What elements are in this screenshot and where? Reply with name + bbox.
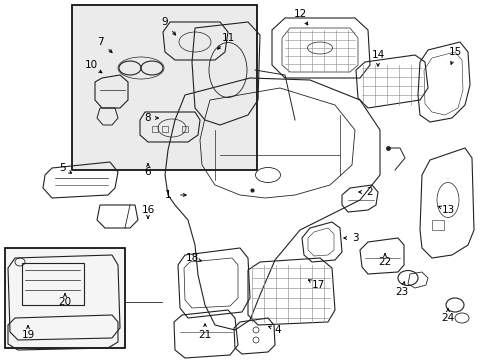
Text: 4: 4 [274, 325, 281, 335]
Text: 19: 19 [21, 330, 35, 340]
Text: 1: 1 [164, 190, 171, 200]
Text: 15: 15 [447, 47, 461, 57]
Text: 22: 22 [378, 257, 391, 267]
Text: 21: 21 [198, 330, 211, 340]
Text: 3: 3 [351, 233, 358, 243]
Text: 23: 23 [395, 287, 408, 297]
Bar [182, 126, 187, 132]
Text: 8: 8 [144, 113, 151, 123]
Text: 24: 24 [441, 313, 454, 323]
Bar [5, 248, 125, 348]
Bar [431, 220, 443, 230]
Text: 5: 5 [59, 163, 65, 173]
Text: 9: 9 [162, 17, 168, 27]
Text: 14: 14 [370, 50, 384, 60]
Text: 2: 2 [366, 187, 372, 197]
Bar [72, 5, 257, 170]
Text: 13: 13 [441, 205, 454, 215]
Bar [152, 126, 158, 132]
Text: 20: 20 [59, 297, 71, 307]
Text: 17: 17 [311, 280, 324, 290]
Text: 18: 18 [185, 253, 198, 263]
Text: 16: 16 [141, 205, 154, 215]
Text: 11: 11 [221, 33, 234, 43]
Text: 12: 12 [293, 9, 306, 19]
Bar [162, 126, 168, 132]
Text: 10: 10 [84, 60, 98, 70]
Text: 7: 7 [97, 37, 103, 47]
Text: 6: 6 [144, 167, 151, 177]
Bar [22, 263, 84, 305]
